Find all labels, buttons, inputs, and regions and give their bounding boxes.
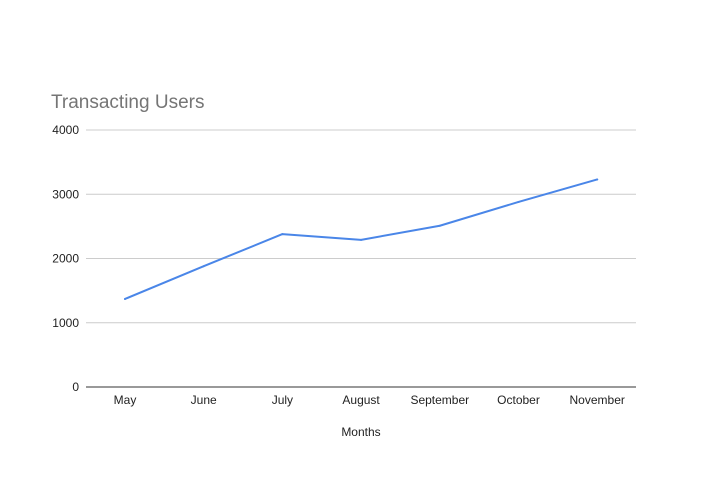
x-tick-label: November bbox=[570, 393, 625, 407]
x-axis-label: Months bbox=[341, 425, 380, 439]
x-tick-label: August bbox=[342, 393, 380, 407]
data-point bbox=[517, 200, 520, 203]
y-tick-label: 4000 bbox=[52, 123, 79, 137]
y-tick-label: 0 bbox=[72, 380, 79, 394]
x-tick-label: May bbox=[114, 393, 137, 407]
data-point bbox=[281, 233, 284, 236]
y-tick-label: 2000 bbox=[52, 252, 79, 266]
x-axis-ticks: May June July August September October Novembe… bbox=[114, 393, 625, 407]
data-point bbox=[360, 238, 363, 241]
chart-title: Transacting Users bbox=[51, 92, 204, 113]
y-tick-label: 3000 bbox=[52, 187, 79, 201]
gridlines bbox=[86, 129, 636, 388]
x-tick-label: June bbox=[191, 393, 217, 407]
x-tick-label: October bbox=[497, 393, 540, 407]
y-tick-label: 1000 bbox=[52, 316, 79, 330]
y-axis-ticks: 0 1000 2000 3000 4000 bbox=[52, 123, 79, 394]
data-point bbox=[438, 224, 441, 227]
data-point bbox=[596, 178, 599, 181]
series-layer bbox=[124, 178, 599, 300]
data-point bbox=[124, 297, 126, 300]
x-tick-label: September bbox=[410, 393, 469, 407]
x-tick-label: July bbox=[272, 393, 293, 407]
data-point bbox=[202, 265, 205, 268]
